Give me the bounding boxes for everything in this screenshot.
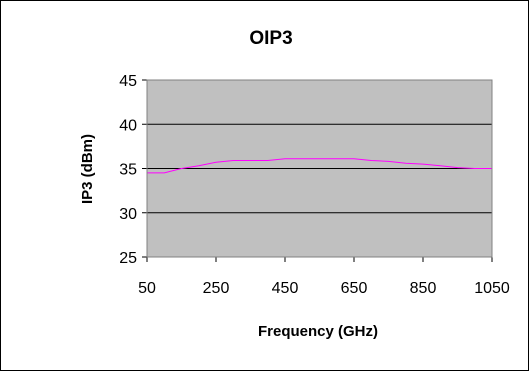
x-tick-label: 250: [203, 280, 230, 297]
y-axis-title: IP3 (dBm): [79, 134, 96, 204]
y-tick-label: 25: [119, 250, 137, 267]
y-tick-label: 45: [119, 73, 137, 90]
x-axis-title: Frequency (GHz): [258, 323, 378, 340]
x-tick-label: 450: [272, 280, 299, 297]
y-tick-label: 30: [119, 206, 137, 223]
x-tick-label: 50: [138, 280, 156, 297]
series-line-0: [147, 158, 492, 174]
y-tick-label: 40: [119, 117, 137, 134]
x-tick-label: 850: [410, 280, 437, 297]
x-tick-label: 650: [341, 280, 368, 297]
x-tick-label: 1050: [474, 280, 510, 297]
y-tick-label: 35: [119, 162, 137, 179]
plot-border: [146, 79, 493, 258]
chart-title: OIP3: [249, 28, 292, 49]
